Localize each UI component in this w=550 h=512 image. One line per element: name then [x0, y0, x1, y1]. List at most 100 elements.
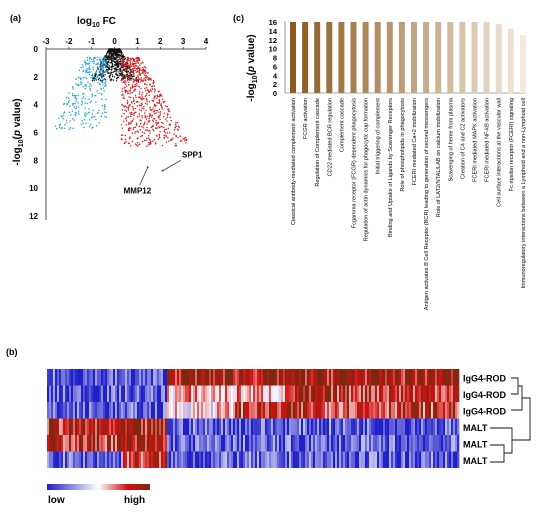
volcano-point-up — [141, 115, 143, 117]
heatmap-cell — [77, 402, 80, 419]
volcano-point-down — [68, 92, 70, 94]
heatmap-cell — [289, 369, 292, 386]
heatmap-cell — [449, 451, 452, 468]
bar-category-label: Scavenging of heme from plasma — [448, 97, 454, 181]
heatmap-cell — [227, 369, 230, 386]
volcano-point-up — [127, 109, 130, 111]
volcano-point-down — [84, 102, 87, 104]
heatmap-cell — [327, 435, 330, 452]
volcano-point-ns — [106, 56, 108, 59]
volcano-point-up — [149, 143, 151, 145]
heatmap-cell — [455, 451, 458, 468]
heatmap-cell — [397, 369, 400, 386]
heatmap-cell — [87, 418, 90, 435]
volcano-point-ns — [118, 57, 121, 59]
heatmap-cell — [385, 369, 388, 386]
volcano-point-up — [133, 67, 135, 70]
heatmap-cell — [249, 451, 252, 468]
heatmap-cell — [339, 451, 342, 468]
volcano-point-up — [145, 94, 147, 97]
heatmap-cell — [383, 418, 386, 435]
heatmap-cell — [217, 402, 220, 419]
heatmap-cell — [415, 369, 418, 386]
volcano-point-up — [122, 120, 125, 123]
heatmap-cell — [47, 451, 50, 468]
heatmap-cell — [271, 385, 274, 402]
heatmap-cell — [449, 435, 452, 452]
volcano-point-up — [142, 72, 145, 74]
heatmap-cell — [227, 435, 230, 452]
heatmap-cell — [269, 435, 272, 452]
volcano-point-down — [101, 64, 103, 66]
volcano-point-down — [101, 104, 104, 107]
volcano-point-up — [125, 105, 127, 108]
heatmap-cell — [63, 435, 66, 452]
heatmap-cell — [325, 402, 328, 419]
volcano-point-down — [77, 102, 79, 104]
volcano-point-up — [127, 81, 130, 83]
heatmap-cell — [269, 418, 272, 435]
heatmap-cell — [175, 385, 178, 402]
volcano-point-up — [182, 138, 184, 140]
heatmap-cell — [149, 451, 152, 468]
heatmap-cell — [145, 385, 148, 402]
heatmap-cell — [331, 402, 334, 419]
heatmap-grid — [47, 369, 460, 468]
heatmap-cell — [381, 435, 384, 452]
volcano-point-up — [133, 63, 135, 65]
heatmap-cell — [417, 451, 420, 468]
bar — [519, 35, 526, 93]
volcano-point-up — [143, 77, 146, 80]
volcano-point-up — [149, 132, 151, 134]
volcano-point-up — [152, 120, 155, 123]
heatmap-cell — [381, 418, 384, 435]
volcano-point-up — [134, 69, 136, 72]
heatmap-cell — [195, 451, 198, 468]
heatmap-cell — [115, 435, 118, 452]
heatmap-cell — [297, 451, 300, 468]
volcano-point-up — [143, 71, 146, 73]
heatmap-cell — [457, 369, 460, 386]
volcano-point-up — [153, 85, 156, 87]
heatmap-cell — [291, 369, 294, 386]
heatmap-cell — [117, 451, 120, 468]
heatmap-cell — [213, 402, 216, 419]
heatmap-cell — [359, 385, 362, 402]
heatmap-cell — [193, 435, 196, 452]
heatmap-cell — [123, 418, 126, 435]
heatmap-cell — [81, 385, 84, 402]
heatmap-cell — [75, 418, 78, 435]
volcano-point-up — [130, 127, 132, 129]
volcano-point-down — [104, 82, 106, 85]
heatmap-cell — [393, 385, 396, 402]
heatmap-cell — [391, 451, 394, 468]
volcano-point-up — [124, 63, 127, 65]
heatmap-cell — [309, 369, 312, 386]
heatmap-cell — [53, 402, 56, 419]
heatmap-cell — [51, 418, 54, 435]
volcano-point-down — [99, 60, 102, 63]
heatmap-cell — [347, 451, 350, 468]
heatmap-cell — [385, 435, 388, 452]
volcano-point-up — [132, 81, 135, 83]
volcano-point-down — [103, 107, 106, 110]
volcano-point-up — [149, 140, 152, 143]
heatmap-cell — [287, 402, 290, 419]
heatmap-cell — [303, 435, 306, 452]
heatmap-cell — [117, 418, 120, 435]
volcano-point-down — [105, 111, 107, 114]
volcano-point-up — [148, 94, 150, 97]
volcano-point-down — [75, 98, 78, 100]
heatmap-cell — [217, 435, 220, 452]
heatmap-cell — [331, 385, 334, 402]
heatmap-cell — [285, 369, 288, 386]
heatmap-cell — [291, 451, 294, 468]
heatmap-cell — [117, 402, 120, 419]
heatmap-cell — [457, 435, 460, 452]
volcano-point-up — [139, 119, 141, 121]
heatmap-cell — [223, 402, 226, 419]
volcano-point-up — [161, 95, 163, 97]
heatmap-cell — [93, 385, 96, 402]
heatmap-cell — [255, 402, 258, 419]
heatmap-cell — [145, 451, 148, 468]
